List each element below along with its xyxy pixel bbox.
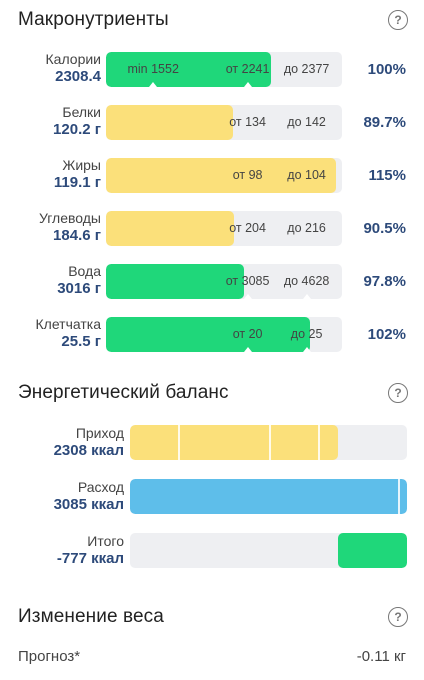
macro-threshold-label: до 25 [290,327,323,341]
macros-help-icon[interactable]: ? [388,10,408,30]
balance-value: 3085 ккал [53,496,124,513]
macro-percent: 97.8% [363,273,406,290]
balance-bar-fill [337,533,407,568]
macro-threshold-label: до 216 [287,221,326,235]
macro-threshold-tick [243,82,252,87]
macro-name: Клетчатка [35,316,101,332]
balance-label: Приход 2308 ккал [0,424,124,460]
macro-value: 119.1 г [53,174,101,191]
balance-value: -777 ккал [56,550,124,567]
macro-progress-fill [106,52,272,87]
balance-segment-divider [178,425,181,460]
balance-bar-track [130,533,407,568]
macro-name: Белки [62,104,101,120]
macro-progress-track: от 134 до 142 [106,105,342,140]
macro-label: Вода 3016 г [1,263,101,297]
macro-label: Калории 2308.4 [1,51,101,85]
weight-header: Изменение веса ? [18,602,408,632]
macro-threshold-label: от 134 [229,115,266,129]
macro-row[interactable]: Калории 2308.4 min 1552 от 2241 до 2377 100% [0,51,424,89]
forecast-value: -0.11 кг [356,648,406,665]
macro-progress-track: от 98 до 104 [106,158,342,193]
macro-percent: 90.5% [363,220,406,237]
balance-bar-fill [130,425,338,460]
forecast-row: Прогноз* -0.11 кг [18,648,406,670]
balance-row[interactable]: Итого -777 ккал [0,532,424,568]
macro-row[interactable]: Вода 3016 г от 3085 до 4628 97.8% [0,263,424,301]
balance-label: Расход 3085 ккал [0,478,124,514]
macro-threshold-label: от 3085 [225,274,270,288]
macros-header: Макронутриенты ? [18,5,408,35]
macro-threshold-label: от 204 [229,221,266,235]
macro-label: Углеводы 184.6 г [1,210,101,244]
balance-help-icon[interactable]: ? [388,383,408,403]
macro-row[interactable]: Клетчатка 25.5 г от 20 до 25 102% [0,316,424,354]
macro-threshold-label: до 4628 [283,274,330,288]
balance-name: Приход [75,425,124,441]
macro-row[interactable]: Углеводы 184.6 г от 204 до 216 90.5% [0,210,424,248]
macro-value: 120.2 г [53,121,101,138]
macro-progress-track: от 204 до 216 [106,211,342,246]
macro-threshold-label: от 98 [232,168,263,182]
macro-threshold-tick [302,294,311,299]
macro-row[interactable]: Белки 120.2 г от 134 до 142 89.7% [0,104,424,142]
balance-row[interactable]: Расход 3085 ккал [0,478,424,514]
macro-threshold-tick [149,82,158,87]
macro-threshold-label: min 1552 [127,62,179,76]
macro-threshold-label: до 142 [287,115,326,129]
macro-label: Белки 120.2 г [1,104,101,138]
macro-threshold-label: от 2241 [225,62,270,76]
macro-percent: 102% [367,326,406,343]
macro-progress-fill [106,317,311,352]
weight-help-icon[interactable]: ? [388,607,408,627]
macro-threshold-label: до 2377 [283,62,330,76]
macro-name: Жиры [62,157,101,173]
macro-progress-fill [106,158,337,193]
balance-bar-track [130,425,407,460]
balance-name: Итого [87,533,124,549]
macro-name: Вода [68,263,101,279]
macro-value: 2308.4 [55,68,101,85]
macro-threshold-label: до 104 [287,168,326,182]
macro-value: 3016 г [57,280,101,297]
macro-progress-track: min 1552 от 2241 до 2377 [106,52,342,87]
macro-threshold-tick [243,294,252,299]
weight-title: Изменение веса [18,606,164,627]
forecast-label: Прогноз* [18,648,81,665]
balance-value: 2308 ккал [53,442,124,459]
macro-threshold-tick [302,347,311,352]
macro-progress-track: от 20 до 25 [106,317,342,352]
macro-threshold-label: от 20 [232,327,263,341]
balance-segment-divider [268,425,271,460]
balance-title: Энергетический баланс [18,382,229,403]
macro-row[interactable]: Жиры 119.1 г от 98 до 104 115% [0,157,424,195]
macro-percent: 89.7% [363,114,406,131]
balance-row[interactable]: Приход 2308 ккал [0,424,424,460]
balance-name: Расход [77,479,124,495]
macro-percent: 115% [368,167,406,184]
macro-percent: 100% [367,61,406,78]
macro-progress-fill [106,264,245,299]
macro-value: 25.5 г [61,333,101,350]
balance-segment-divider [318,425,321,460]
macro-progress-track: от 3085 до 4628 [106,264,342,299]
macro-label: Клетчатка 25.5 г [1,316,101,350]
macro-threshold-tick [243,347,252,352]
macro-label: Жиры 119.1 г [1,157,101,191]
macros-title: Макронутриенты [18,9,169,30]
balance-bar-fill [130,479,407,514]
balance-label: Итого -777 ккал [0,532,124,568]
balance-header: Энергетический баланс ? [18,378,408,408]
macro-progress-fill [106,211,234,246]
macro-progress-fill [106,105,233,140]
balance-bar-track [130,479,407,514]
macro-name: Углеводы [38,210,101,226]
macro-value: 184.6 г [53,227,101,244]
macro-name: Калории [45,51,101,67]
balance-segment-divider [397,479,400,514]
